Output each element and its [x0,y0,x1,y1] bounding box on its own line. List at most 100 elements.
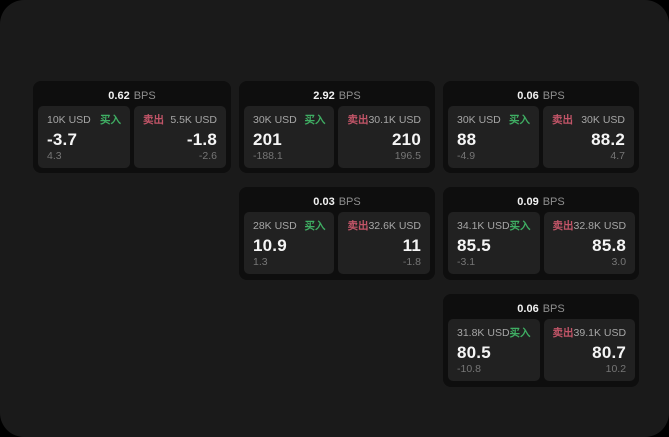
bps-unit-label: BPS [133,90,156,102]
buy-price-value: 88 [457,130,477,149]
buy-price-value: 85.5 [457,236,491,255]
buy-sell-panels: 31.8K USD 买入 80.5 -10.8 卖出 39.1K USD 80.… [448,319,636,381]
sell-quote-panel[interactable]: 卖出 30K USD 88.2 4.7 [543,106,634,168]
buy-sub-value: 4.3 [47,150,62,162]
buy-side-label: 买入 [100,114,121,126]
buy-sub-value: -4.9 [457,150,476,162]
quote-card: 0.62 BPS 10K USD 买入 -3.7 4.3 卖出 5.5K USD … [33,81,231,173]
buy-size-label: 31.8K USD [457,327,510,339]
sell-sub-value: 3.0 [611,256,627,268]
bps-value: 0.03 [313,196,335,208]
bps-unit-label: BPS [542,303,565,315]
sell-size-label: 39.1K USD [573,327,627,339]
buy-sell-panels: 30K USD 买入 88 -4.9 卖出 30K USD 88.2 4.7 [448,106,634,168]
sell-size-label: 5.5K USD [170,114,217,126]
buy-price-value: -3.7 [47,130,78,149]
bps-unit-label: BPS [338,196,361,208]
buy-panel-top: 34.1K USD 买入 [457,220,531,233]
buy-side-label: 买入 [304,220,326,232]
buy-sell-panels: 30K USD 买入 201 -188.1 卖出 30.1K USD 210 1… [244,106,430,168]
cards-grid: 0.62 BPS 10K USD 买入 -3.7 4.3 卖出 5.5K USD … [33,81,639,387]
card-bps-header: 0.09 BPS [448,192,634,212]
sell-quote-panel[interactable]: 卖出 39.1K USD 80.7 10.2 [543,319,636,381]
buy-sub-value: -3.1 [457,256,476,268]
sell-size-label: 32.6K USD [368,220,421,232]
sell-quote-panel[interactable]: 卖出 32.8K USD 85.8 3.0 [543,212,636,274]
buy-quote-panel[interactable]: 34.1K USD 买入 85.5 -3.1 [448,212,540,274]
sell-panel-top: 卖出 32.8K USD [553,220,627,233]
sell-side-label: 卖出 [347,114,369,126]
buy-size-label: 10K USD [47,114,91,126]
sell-side-label: 卖出 [347,220,369,232]
card-bps-header: 0.03 BPS [244,192,430,212]
sell-quote-panel[interactable]: 卖出 5.5K USD -1.8 -2.6 [134,106,226,168]
buy-sub-value: -188.1 [253,150,283,162]
sell-sub-value: 196.5 [394,150,421,162]
bps-value: 0.62 [108,90,130,102]
sell-sub-value: 10.2 [605,363,627,375]
sell-side-label: 卖出 [552,114,573,126]
sell-price-value: 11 [402,236,421,255]
sell-sub-value: -1.8 [402,256,421,268]
sell-side-label: 卖出 [143,114,164,126]
buy-sell-panels: 34.1K USD 买入 85.5 -3.1 卖出 32.8K USD 85.8… [448,212,636,274]
sell-size-label: 30.1K USD [368,114,421,126]
buy-panel-top: 30K USD 买入 [253,114,325,127]
sell-price-value: 88.2 [591,130,625,149]
sell-quote-panel[interactable]: 卖出 32.6K USD 11 -1.8 [338,212,430,274]
sell-panel-top: 卖出 30K USD [552,114,625,127]
bps-value: 0.09 [517,196,539,208]
buy-price-value: 80.5 [457,343,491,362]
buy-quote-panel[interactable]: 30K USD 买入 88 -4.9 [448,106,539,168]
buy-size-label: 28K USD [253,220,297,232]
quote-card: 0.03 BPS 28K USD 买入 10.9 1.3 卖出 32.6K USD… [239,187,435,280]
sell-sub-value: -2.6 [198,150,217,162]
buy-side-label: 买入 [509,327,531,339]
buy-sub-value: 1.3 [253,256,268,268]
buy-size-label: 30K USD [253,114,297,126]
buy-quote-panel[interactable]: 30K USD 买入 201 -188.1 [244,106,335,168]
sell-size-label: 30K USD [581,114,625,126]
buy-sell-panels: 10K USD 买入 -3.7 4.3 卖出 5.5K USD -1.8 -2.… [38,106,226,168]
buy-sell-panels: 28K USD 买入 10.9 1.3 卖出 32.6K USD 11 -1.8 [244,212,430,274]
sell-side-label: 卖出 [552,327,574,339]
card-bps-header: 0.62 BPS [38,86,226,106]
buy-side-label: 买入 [304,114,326,126]
quote-card: 0.06 BPS 30K USD 买入 88 -4.9 卖出 30K USD 88… [443,81,639,173]
sell-side-label: 卖出 [552,220,574,232]
sell-panel-top: 卖出 39.1K USD [553,327,627,340]
sell-price-value: 85.8 [592,236,627,255]
sell-panel-top: 卖出 5.5K USD [143,114,217,127]
sell-panel-top: 卖出 30.1K USD [347,114,421,127]
sell-size-label: 32.8K USD [573,220,627,232]
bps-value: 0.06 [517,90,539,102]
bps-value: 2.92 [313,90,335,102]
bps-unit-label: BPS [542,196,565,208]
buy-panel-top: 31.8K USD 买入 [457,327,531,340]
sell-price-value: 210 [392,130,421,149]
sell-panel-top: 卖出 32.6K USD [347,220,421,233]
card-bps-header: 0.06 BPS [448,299,634,319]
buy-size-label: 30K USD [457,114,501,126]
buy-panel-top: 10K USD 买入 [47,114,121,127]
buy-side-label: 买入 [509,114,530,126]
card-bps-header: 2.92 BPS [244,86,430,106]
bps-unit-label: BPS [338,90,361,102]
buy-quote-panel[interactable]: 10K USD 买入 -3.7 4.3 [38,106,130,168]
bps-unit-label: BPS [542,90,565,102]
buy-quote-panel[interactable]: 31.8K USD 买入 80.5 -10.8 [448,319,540,381]
quote-card: 0.06 BPS 31.8K USD 买入 80.5 -10.8 卖出 39.1K… [443,294,639,387]
sell-sub-value: 4.7 [610,150,625,162]
quote-card: 0.09 BPS 34.1K USD 买入 85.5 -3.1 卖出 32.8K … [443,187,639,280]
sell-price-value: -1.8 [186,130,217,149]
buy-quote-panel[interactable]: 28K USD 买入 10.9 1.3 [244,212,335,274]
sell-quote-panel[interactable]: 卖出 30.1K USD 210 196.5 [338,106,430,168]
buy-panel-top: 30K USD 买入 [457,114,530,127]
buy-price-value: 201 [253,130,282,149]
bps-value: 0.06 [517,303,539,315]
buy-price-value: 10.9 [253,236,287,255]
sell-price-value: 80.7 [592,343,627,362]
buy-size-label: 34.1K USD [457,220,510,232]
buy-sub-value: -10.8 [457,363,481,375]
